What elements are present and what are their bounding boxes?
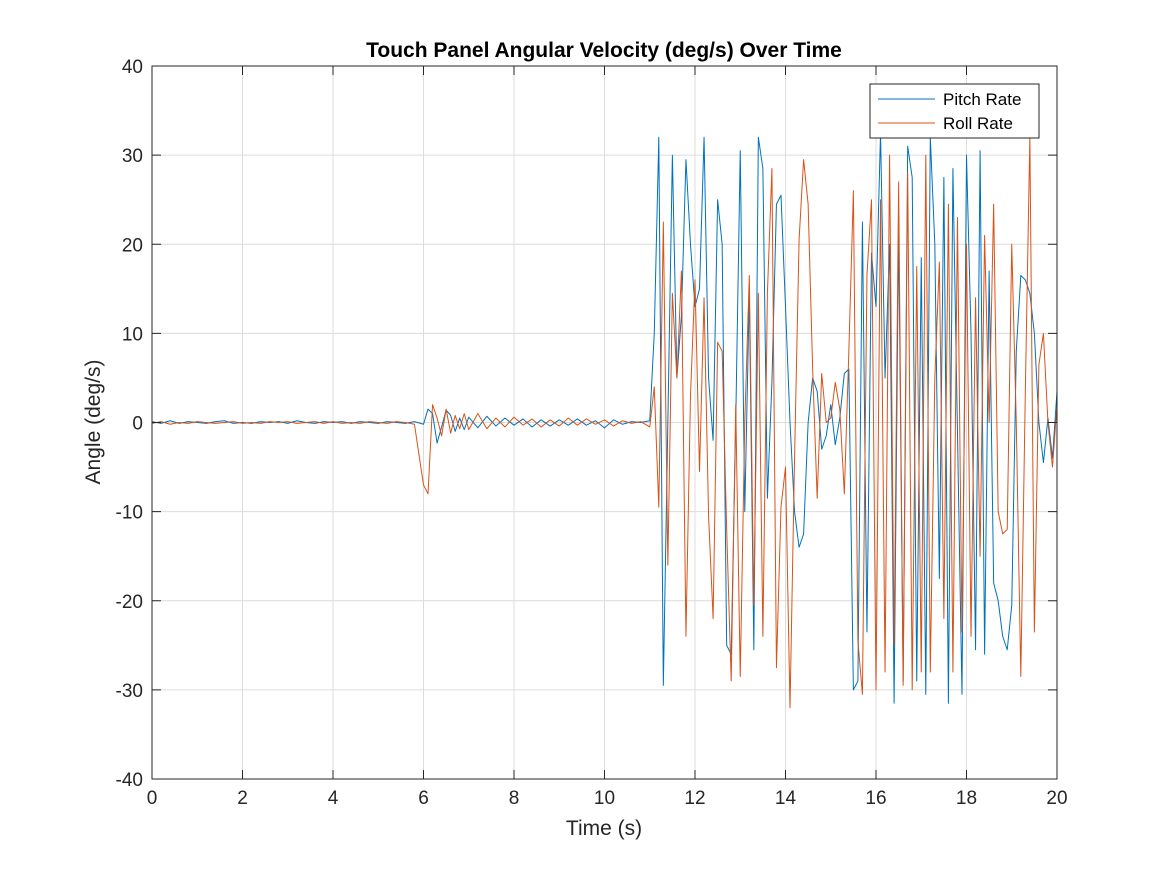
- x-tick-label: 18: [956, 788, 977, 809]
- y-tick-label: 40: [122, 57, 143, 78]
- y-axis-label: Angle (deg/s): [82, 360, 105, 485]
- legend-entry-roll-rate: Roll Rate: [943, 114, 1013, 133]
- y-tick-label: 10: [122, 324, 143, 345]
- x-tick-label: 16: [865, 788, 886, 809]
- series-line-roll-rate: [151, 136, 1058, 709]
- y-tick-label: -40: [116, 770, 143, 791]
- series-lines: [151, 132, 1058, 709]
- y-tick-label: -30: [116, 681, 143, 702]
- y-tick-labels: -40 -30 -20 -10 0 10 20 30 40: [116, 57, 143, 791]
- y-tick-label: -20: [116, 592, 143, 613]
- y-tick-label: -10: [116, 503, 143, 524]
- y-tick-label: 0: [132, 414, 143, 435]
- x-tick-label: 12: [684, 788, 705, 809]
- legend-entry-pitch-rate: Pitch Rate: [943, 90, 1021, 109]
- x-tick-label: 4: [328, 788, 339, 809]
- x-tick-label: 0: [147, 788, 158, 809]
- x-tick-label: 14: [775, 788, 797, 809]
- chart-title: Touch Panel Angular Velocity (deg/s) Ove…: [366, 39, 842, 62]
- y-tick-label: 30: [122, 146, 143, 167]
- x-tick-label: 20: [1046, 788, 1067, 809]
- x-axis-label: Time (s): [566, 817, 642, 840]
- y-tick-label: 20: [122, 235, 143, 256]
- x-tick-label: 8: [509, 788, 520, 809]
- x-tick-label: 6: [418, 788, 429, 809]
- x-tick-label: 2: [237, 788, 248, 809]
- legend: Pitch Rate Roll Rate: [869, 83, 1040, 139]
- axis-ticks: [151, 65, 1058, 780]
- legend-box: [869, 83, 1040, 139]
- series-line-pitch-rate: [151, 132, 1058, 704]
- x-tick-labels: 0 2 4 6 8 10 12 14 16 18 20: [147, 788, 1068, 809]
- x-tick-label: 10: [594, 788, 615, 809]
